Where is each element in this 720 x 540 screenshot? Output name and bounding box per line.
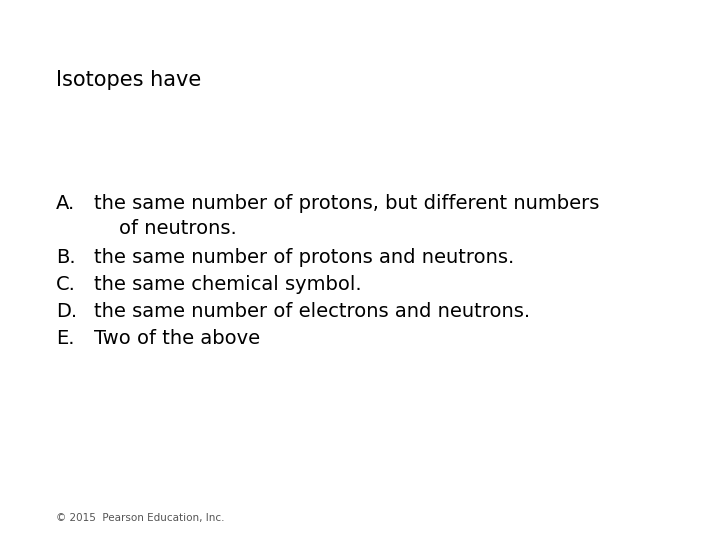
- Text: Isotopes have: Isotopes have: [56, 70, 202, 90]
- Text: A.: A.: [56, 194, 76, 213]
- Text: © 2015  Pearson Education, Inc.: © 2015 Pearson Education, Inc.: [56, 512, 225, 523]
- Text: E.: E.: [56, 329, 75, 348]
- Text: B.: B.: [56, 248, 76, 267]
- Text: the same number of protons and neutrons.: the same number of protons and neutrons.: [94, 248, 514, 267]
- Text: the same number of protons, but different numbers
    of neutrons.: the same number of protons, but differen…: [94, 194, 599, 238]
- Text: Two of the above: Two of the above: [94, 329, 260, 348]
- Text: C.: C.: [56, 275, 76, 294]
- Text: D.: D.: [56, 302, 77, 321]
- Text: the same number of electrons and neutrons.: the same number of electrons and neutron…: [94, 302, 530, 321]
- Text: the same chemical symbol.: the same chemical symbol.: [94, 275, 361, 294]
